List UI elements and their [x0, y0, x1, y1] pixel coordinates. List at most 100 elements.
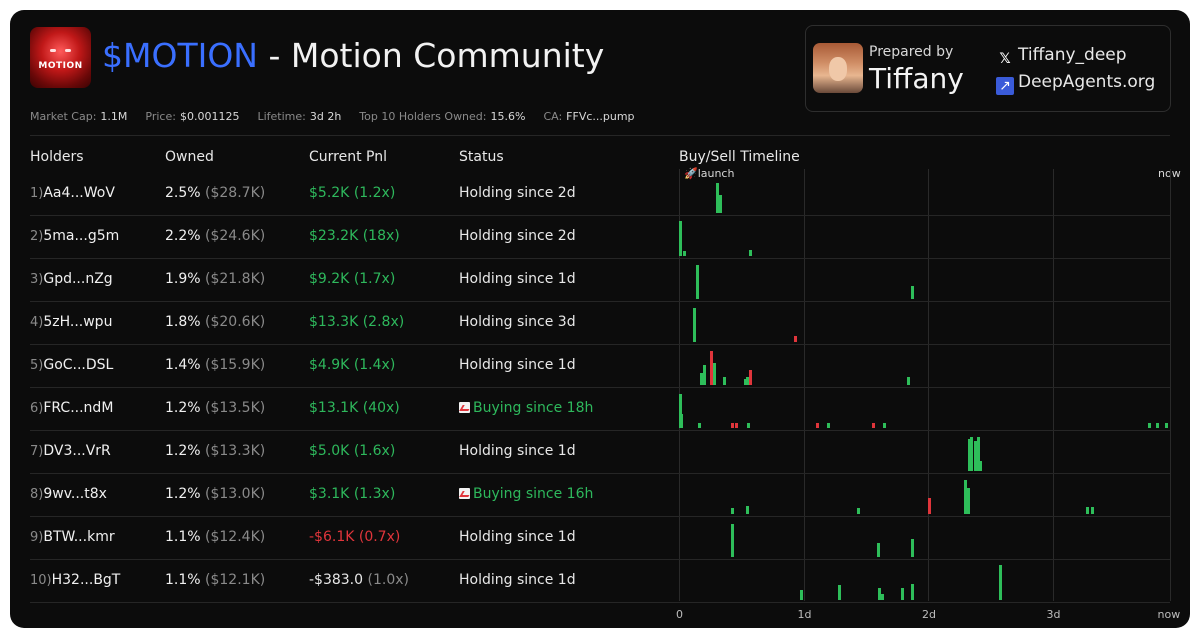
stat-value: $0.001125	[179, 110, 240, 123]
pnl-value: $13.3K	[309, 314, 363, 330]
holder-cell[interactable]: 7)DV3...VrR	[30, 430, 111, 473]
holder-address[interactable]: DV3...VrR	[43, 443, 111, 459]
holder-address[interactable]: Aa4...WoV	[43, 185, 115, 201]
owned-percent: 1.2%	[165, 443, 206, 459]
pnl-multiple: (1.4x)	[353, 357, 396, 373]
status-text: Buying since 16h	[473, 486, 594, 502]
pnl-multiple: (1.0x)	[367, 572, 409, 588]
buy-bar	[900, 588, 904, 600]
community-name: - Motion Community	[258, 36, 605, 75]
table-row: 6)FRC...ndM 1.2% ($13.5K) $13.1K (40x) Buyi…	[30, 387, 1170, 430]
holder-address[interactable]: Gpd...nZg	[43, 271, 113, 287]
stat-label: CA:	[543, 110, 563, 123]
pnl-cell: $13.1K (40x)	[309, 387, 400, 430]
stat-value: 1.1M	[100, 110, 128, 123]
buy-bar	[743, 379, 747, 385]
row-divider	[30, 602, 1170, 603]
holder-address[interactable]: FRC...ndM	[43, 400, 114, 416]
stat-label: Price:	[145, 110, 176, 123]
buy-bar	[970, 437, 974, 471]
holder-address[interactable]: GoC...DSL	[43, 357, 114, 373]
status-text: Holding since 3d	[459, 314, 576, 330]
table-row: 5)GoC...DSL 1.4% ($15.9K) $4.9K (1.4x) Hold…	[30, 344, 1170, 387]
table-row: 2)5ma...g5m 2.2% ($24.6K) $23.2K (18x) Hold…	[30, 215, 1170, 258]
pnl-value: $13.1K	[309, 400, 363, 416]
table-row: 7)DV3...VrR 1.2% ($13.3K) $5.0K (1.6x) Hold…	[30, 430, 1170, 473]
buy-bar	[966, 488, 970, 514]
status-cell: Holding since 2d	[459, 172, 576, 215]
owned-cell: 2.5% ($28.7K)	[165, 172, 265, 215]
row-divider	[30, 258, 1170, 259]
pnl-value: $23.2K	[309, 228, 363, 244]
deepagents-logo-icon: ↗	[996, 77, 1014, 95]
buy-bar	[716, 183, 720, 213]
buy-bar	[696, 265, 700, 299]
twitter-link[interactable]: 𝕏 Tiffany_deep	[996, 45, 1126, 68]
status-text: Holding since 1d	[459, 443, 576, 459]
owned-cell: 1.9% ($21.8K)	[165, 258, 265, 301]
token-logo: MOTION	[30, 27, 91, 88]
status-text: Holding since 1d	[459, 357, 576, 373]
holder-rank: 8)	[30, 487, 44, 502]
holder-cell[interactable]: 1)Aa4...WoV	[30, 172, 115, 215]
timeline-axis-label: 2d	[922, 608, 936, 621]
timeline-axis-label: 1d	[797, 608, 812, 621]
stat-value: FFVc...pump	[566, 110, 635, 123]
holder-address[interactable]: H32...BgT	[51, 572, 121, 588]
buy-bar	[680, 414, 684, 428]
holder-cell[interactable]: 3)Gpd...nZg	[30, 258, 113, 301]
owned-usd: ($13.0K)	[205, 486, 266, 502]
pnl-cell: -$6.1K (0.7x)	[309, 516, 400, 559]
holder-cell[interactable]: 4)5zH...wpu	[30, 301, 112, 344]
holder-address[interactable]: 5zH...wpu	[43, 314, 113, 330]
col-header-status: Status	[459, 149, 504, 165]
pnl-cell: $23.2K (18x)	[309, 215, 400, 258]
sell-bar	[793, 336, 797, 342]
buy-bar	[746, 506, 750, 514]
table-row: 8)9wv...t8x 1.2% ($13.0K) $3.1K (1.3x) Buyi…	[30, 473, 1170, 516]
website-link[interactable]: ↗ DeepAgents.org	[996, 72, 1155, 95]
buy-bar	[712, 363, 716, 385]
trend-chart-icon	[459, 488, 470, 499]
website-text: DeepAgents.org	[1018, 72, 1156, 92]
owned-usd: ($21.8K)	[205, 271, 266, 287]
holder-cell[interactable]: 8)9wv...t8x	[30, 473, 107, 516]
sell-bar	[731, 423, 735, 428]
buy-bar	[838, 585, 842, 600]
holder-cell[interactable]: 10)H32...BgT	[30, 559, 120, 602]
buy-bar	[679, 394, 682, 428]
timeline-axis-label: 3d	[1046, 608, 1061, 621]
status-text: Holding since 1d	[459, 529, 576, 545]
status-cell: Holding since 1d	[459, 430, 576, 473]
pnl-cell: -$383.0 (1.0x)	[309, 559, 409, 602]
status-text: Holding since 1d	[459, 572, 576, 588]
avatar	[813, 43, 863, 93]
holder-cell[interactable]: 9)BTW...kmr	[30, 516, 115, 559]
timeline-gridline	[1052, 169, 1054, 601]
header-divider	[30, 135, 1170, 136]
now-label-top: now	[1158, 167, 1181, 180]
holder-rank: 2)	[30, 229, 44, 244]
row-divider	[30, 430, 1170, 431]
holder-cell[interactable]: 2)5ma...g5m	[30, 215, 119, 258]
holder-cell[interactable]: 6)FRC...ndM	[30, 387, 113, 430]
buy-bar	[967, 439, 971, 471]
buy-bar	[1164, 423, 1168, 428]
holder-address[interactable]: 9wv...t8x	[43, 486, 107, 502]
timeline-gridline	[679, 169, 680, 601]
sell-bar	[815, 423, 819, 428]
pnl-multiple: (0.7x)	[358, 529, 401, 545]
holder-address[interactable]: 5ma...g5m	[43, 228, 120, 244]
buy-bar	[731, 524, 735, 557]
row-divider	[30, 516, 1170, 517]
holder-address[interactable]: BTW...kmr	[43, 529, 115, 545]
buy-bar	[880, 594, 884, 600]
owned-cell: 1.2% ($13.0K)	[165, 473, 265, 516]
pnl-value: $5.2K	[309, 185, 354, 201]
stat-label: Market Cap:	[30, 110, 97, 123]
table-row: 3)Gpd...nZg 1.9% ($21.8K) $9.2K (1.7x) Hold…	[30, 258, 1170, 301]
timeline-gridline	[928, 169, 929, 601]
holder-cell[interactable]: 5)GoC...DSL	[30, 344, 113, 387]
pnl-value: $4.9K	[309, 357, 354, 373]
owned-usd: ($13.5K)	[205, 400, 266, 416]
